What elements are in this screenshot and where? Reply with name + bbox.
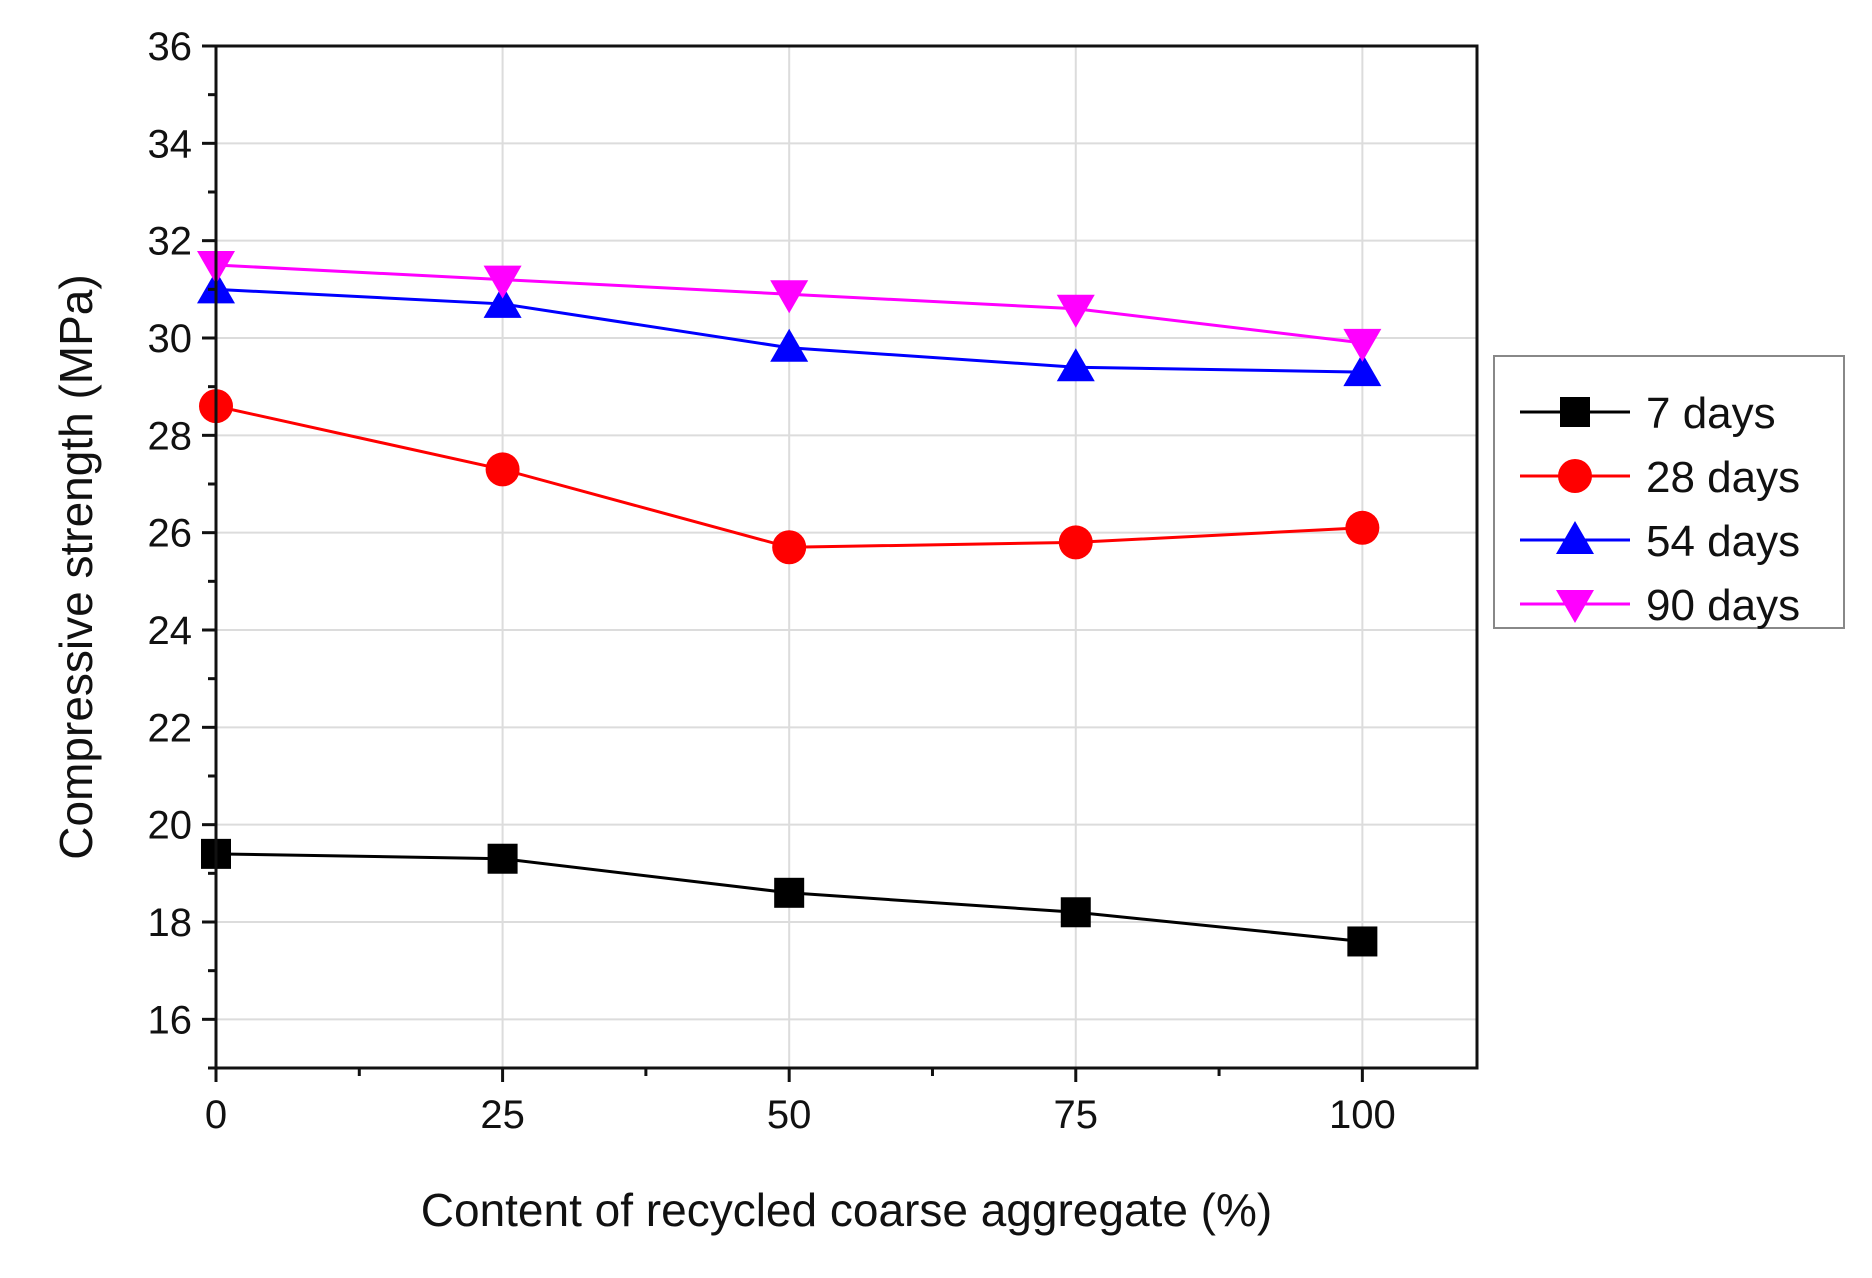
data-point [770, 280, 809, 314]
data-point [1056, 348, 1095, 382]
y-tick-label: 22 [148, 706, 193, 750]
y-tick-label: 24 [148, 609, 193, 653]
legend-marker [1560, 397, 1590, 427]
y-tick-label: 34 [148, 122, 193, 166]
x-axis-title: Content of recycled coarse aggregate (%) [421, 1184, 1272, 1236]
data-point [1060, 897, 1091, 928]
data-point [1347, 926, 1378, 957]
data-point [1343, 328, 1382, 362]
axes: 16 18 20 22 24 26 28 30 32 34 36 0 25 50 75 100 [148, 25, 1396, 1137]
y-tick-label: 16 [148, 998, 193, 1042]
y-tick-label: 20 [148, 804, 193, 848]
series-28-days [199, 389, 1380, 565]
legend-item: 90 days [1520, 581, 1800, 630]
legend-marker [1558, 459, 1592, 493]
plot-frame [214, 44, 1479, 1070]
legend-item: 28 days [1520, 453, 1800, 502]
data-point [1058, 525, 1093, 560]
data-point [774, 877, 805, 908]
legend-item: 7 days [1520, 389, 1776, 438]
x-tick-label: 100 [1329, 1093, 1396, 1137]
data-point [483, 265, 522, 299]
data-point [772, 530, 807, 565]
y-axis-title: Compressive strength (MPa) [50, 274, 102, 859]
y-tick-label: 26 [148, 512, 193, 556]
legend-label: 90 days [1646, 581, 1800, 630]
legend-box [1493, 355, 1845, 629]
grid [215, 45, 1477, 1068]
data-point [483, 284, 522, 318]
data-point [485, 452, 520, 487]
x-tick-label: 25 [480, 1093, 525, 1137]
legend-marker [1556, 521, 1594, 554]
legend: 7 days 28 days 54 days 90 days [1493, 355, 1845, 630]
legend-label: 28 days [1646, 453, 1800, 502]
data-point [1343, 353, 1382, 387]
data-point [1345, 510, 1380, 545]
legend-item: 54 days [1520, 517, 1800, 566]
legend-label: 7 days [1646, 389, 1776, 438]
data-point [770, 328, 809, 362]
y-tick-label: 36 [148, 25, 193, 69]
data-point [487, 843, 518, 874]
y-tick-label: 18 [148, 901, 193, 945]
legend-label: 54 days [1646, 517, 1800, 566]
x-tick-label: 75 [1054, 1093, 1099, 1137]
series-90-days [197, 251, 1382, 362]
x-tick-label: 50 [767, 1093, 812, 1137]
data-point [1056, 294, 1095, 328]
y-tick-label: 28 [148, 414, 193, 458]
x-tick-label: 0 [205, 1093, 227, 1137]
series-7-days [201, 838, 1378, 957]
y-tick-label: 30 [148, 317, 193, 361]
series-layer [197, 251, 1382, 957]
legend-marker [1556, 590, 1594, 623]
series-54-days [197, 270, 1382, 387]
y-tick-label: 32 [148, 220, 193, 264]
